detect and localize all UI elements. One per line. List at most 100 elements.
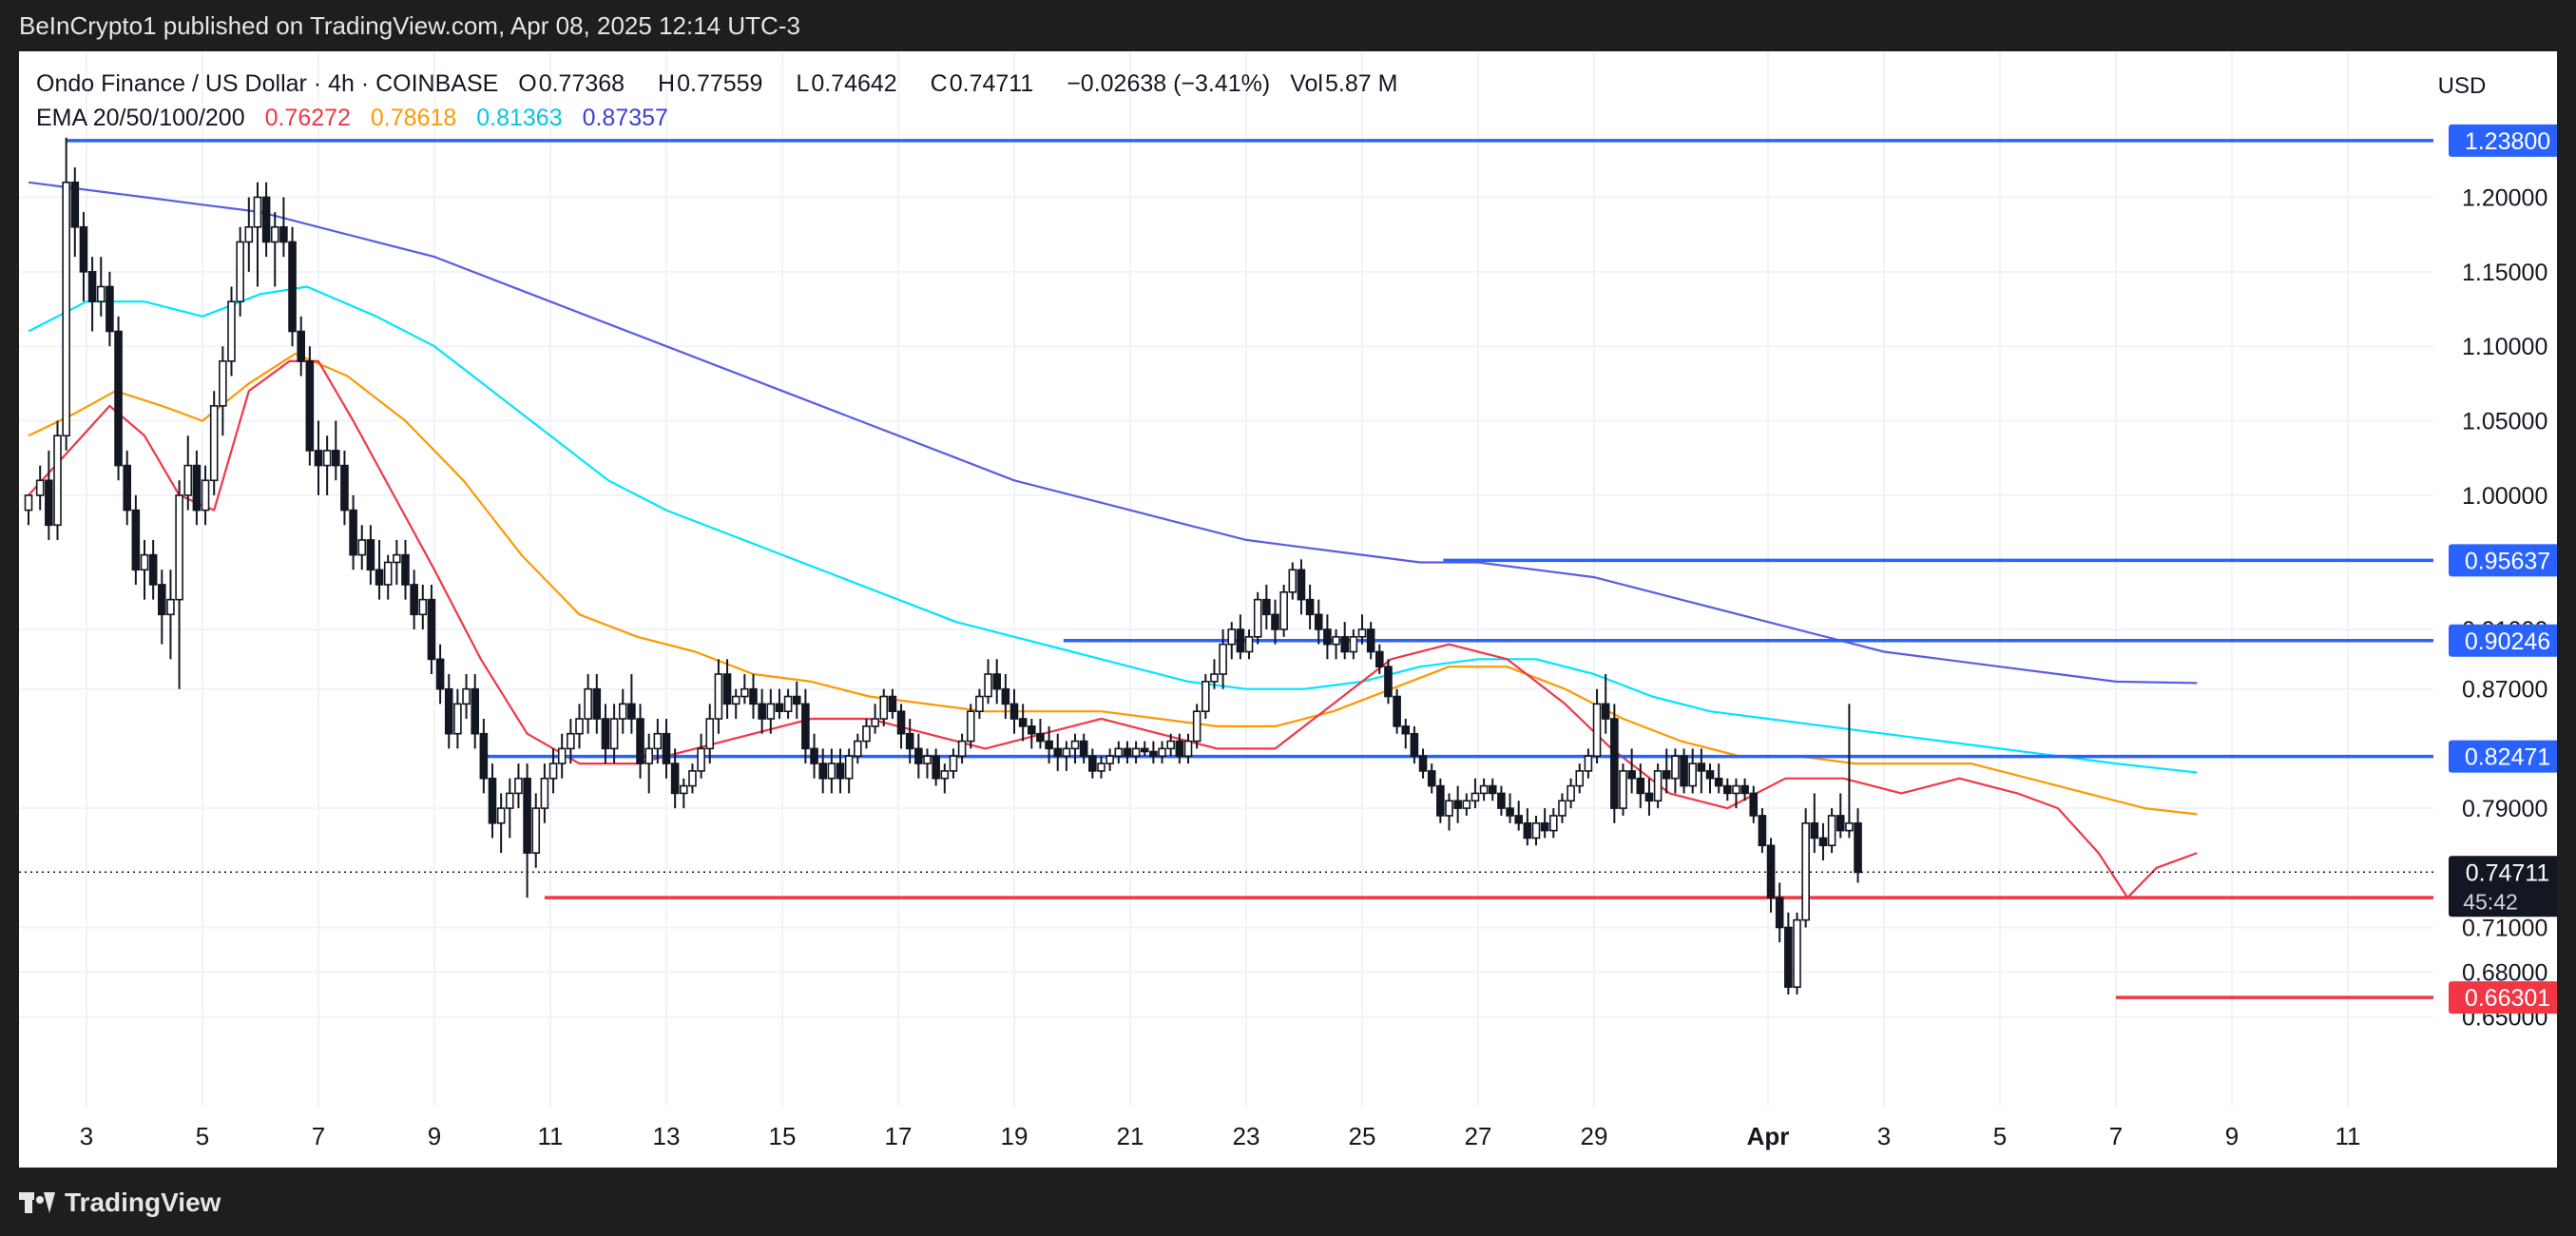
candle-down	[375, 569, 384, 586]
candle-down	[1497, 792, 1506, 809]
candle-down	[1123, 747, 1132, 758]
candle-down	[836, 763, 845, 780]
high-label: H	[658, 70, 676, 97]
candle-up	[201, 479, 210, 512]
candle-up	[871, 718, 879, 727]
x-tick-label: 5	[196, 1122, 209, 1150]
candle-down	[905, 732, 914, 750]
x-tick-label: Apr	[1747, 1122, 1790, 1150]
x-tick-label: 3	[80, 1122, 93, 1150]
tradingview-logo[interactable]: TradingView	[19, 1188, 221, 1217]
candle-down	[261, 196, 271, 243]
candle-down	[131, 509, 141, 571]
candle-down	[749, 687, 758, 705]
candle-down	[106, 285, 114, 333]
candle-up	[1801, 821, 1810, 921]
candle-up	[357, 539, 367, 556]
candle-up	[1845, 821, 1854, 832]
x-tick-label: 19	[1001, 1122, 1028, 1150]
candle-up	[1357, 628, 1367, 638]
candle-up	[24, 494, 33, 512]
resistance-price-tag	[2449, 544, 2557, 577]
candle-down	[114, 330, 123, 467]
candle-up	[957, 740, 967, 758]
candle-up	[531, 807, 541, 854]
candle-up	[1653, 770, 1663, 802]
candle-up	[453, 703, 462, 735]
candle-up	[540, 777, 549, 809]
candle-up	[575, 718, 584, 735]
candle-up	[1105, 755, 1114, 764]
candle-up	[1070, 740, 1080, 750]
candle-up	[140, 553, 149, 571]
candle-up	[35, 479, 45, 496]
change-value: −0.02638 (−3.41%)	[1067, 70, 1271, 97]
ema-indicator-label[interactable]: EMA 20/50/100/200	[36, 105, 245, 131]
candle-up	[53, 435, 62, 527]
x-tick-label: 9	[428, 1122, 441, 1150]
candle-down	[1775, 897, 1784, 929]
symbol-title[interactable]: Ondo Finance / US Dollar · 4h · COINBASE	[36, 70, 499, 97]
candle-up	[923, 755, 932, 764]
ema50-value: 0.78618	[370, 105, 457, 131]
candle-up	[949, 755, 958, 772]
candle-down	[1036, 732, 1045, 743]
candle-down	[1323, 628, 1332, 646]
candle-down	[1723, 784, 1732, 795]
candle-down	[1009, 703, 1019, 720]
x-tick-label: 21	[1117, 1122, 1144, 1150]
ema-row: EMA 20/50/100/200 0.76272 0.78618 0.8136…	[36, 101, 1424, 135]
candle-down	[792, 695, 801, 705]
candle-down	[488, 777, 497, 824]
x-tick-label: 11	[538, 1122, 564, 1150]
x-tick-label: 17	[885, 1122, 913, 1150]
candle-up	[783, 695, 793, 713]
level-price-label: 1.23800	[2465, 128, 2550, 155]
candle-up	[1253, 598, 1262, 638]
resistance-price-tag	[2449, 124, 2557, 157]
candle-up	[1219, 643, 1227, 675]
publisher-text: BeInCrypto1 published on TradingView.com…	[19, 11, 800, 40]
candle-down	[366, 539, 375, 571]
footer-bar: TradingView	[0, 1168, 2576, 1236]
ema200-value: 0.87357	[582, 105, 668, 131]
candle-down	[1297, 569, 1306, 601]
candle-up	[618, 703, 627, 720]
candle-up	[853, 740, 862, 758]
candle-up	[96, 285, 106, 302]
candle-up	[653, 732, 663, 750]
candle-down	[1540, 821, 1549, 832]
candle-up	[383, 561, 393, 586]
candle-down	[427, 598, 436, 661]
candle-down	[1340, 636, 1349, 653]
candle-up	[1201, 681, 1210, 713]
candle-up	[879, 695, 889, 720]
candle-down	[1453, 800, 1462, 809]
candle-up	[183, 464, 193, 496]
candle-down	[1662, 770, 1671, 780]
price-chart[interactable]: 1.200001.150001.100001.050001.000000.910…	[19, 51, 2557, 1168]
low-value: 0.74642	[811, 70, 897, 97]
low-label: L	[796, 70, 810, 97]
candle-up	[766, 703, 776, 720]
candle-down	[932, 755, 940, 780]
y-tick-label: 0.79000	[2462, 796, 2547, 822]
candle-down	[148, 553, 158, 586]
chart-panel[interactable]: 1.200001.150001.100001.050001.000000.910…	[19, 51, 2557, 1168]
candle-up	[514, 777, 523, 795]
candle-up	[393, 553, 401, 564]
candle-down	[1758, 815, 1767, 847]
last-price-tag	[2449, 856, 2557, 917]
candle-down	[1680, 755, 1688, 787]
candle-up	[270, 225, 279, 243]
candle-up	[714, 673, 723, 720]
candle-up	[1332, 636, 1340, 646]
candle-up	[253, 196, 262, 228]
candle-up	[1549, 815, 1558, 832]
candle-down	[1644, 792, 1654, 802]
currency-button[interactable]: USD	[2437, 73, 2487, 99]
candle-down	[1488, 784, 1497, 795]
candle-down	[810, 747, 818, 764]
candle-down	[1636, 777, 1645, 795]
candle-up	[688, 770, 697, 787]
